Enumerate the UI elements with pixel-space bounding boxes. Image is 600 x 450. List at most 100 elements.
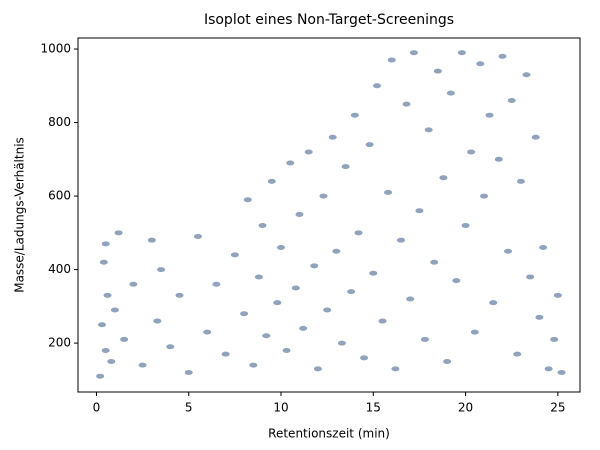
x-tick-label: 10 — [273, 401, 288, 415]
data-point — [378, 318, 387, 324]
data-point — [424, 127, 433, 133]
data-point — [291, 285, 300, 291]
x-tick-label: 25 — [550, 401, 565, 415]
data-point — [430, 259, 439, 265]
data-point — [304, 149, 313, 155]
data-point — [347, 289, 356, 295]
data-point — [101, 347, 110, 353]
data-point — [138, 362, 147, 368]
data-point — [273, 300, 282, 306]
data-point — [480, 193, 489, 199]
data-point — [230, 252, 239, 258]
data-point — [310, 263, 319, 269]
data-point — [365, 142, 374, 148]
data-point — [295, 211, 304, 217]
data-point — [557, 370, 566, 376]
chart-title: Isoplot eines Non-Target-Screenings — [204, 12, 454, 28]
data-point — [203, 329, 212, 335]
data-point — [516, 178, 525, 184]
data-point — [406, 296, 415, 302]
y-axis-label: Masse/Ladungs-Verhältnis — [13, 137, 27, 293]
y-tick-label: 200 — [48, 336, 71, 350]
data-point — [446, 90, 455, 96]
data-point — [96, 373, 105, 379]
data-point — [531, 134, 540, 140]
data-point — [107, 358, 116, 364]
data-point — [372, 83, 381, 89]
data-point — [243, 197, 252, 203]
data-point — [120, 336, 129, 342]
data-point — [221, 351, 230, 357]
data-point — [402, 101, 411, 107]
data-point — [420, 336, 429, 342]
data-point — [147, 237, 156, 243]
data-point — [485, 112, 494, 118]
data-point — [439, 175, 448, 181]
data-point — [415, 208, 424, 214]
data-point — [103, 292, 112, 298]
plot-area — [96, 50, 566, 379]
data-point — [114, 230, 123, 236]
data-point — [513, 351, 522, 357]
data-point — [193, 234, 202, 240]
x-tick-label: 5 — [185, 401, 193, 415]
data-point — [489, 300, 498, 306]
data-point — [341, 164, 350, 170]
data-point — [175, 292, 184, 298]
data-point — [313, 366, 322, 372]
data-point — [550, 336, 559, 342]
axes-frame — [77, 37, 581, 393]
x-tick-label: 20 — [458, 401, 473, 415]
data-point — [212, 281, 221, 287]
data-point — [101, 241, 110, 247]
data-point — [97, 322, 106, 328]
data-point — [443, 358, 452, 364]
data-point — [387, 57, 396, 63]
data-point — [461, 222, 470, 228]
data-point — [476, 61, 485, 67]
data-point — [522, 72, 531, 78]
data-point — [391, 366, 400, 372]
data-point — [354, 230, 363, 236]
data-point — [470, 329, 479, 335]
data-point — [396, 237, 405, 243]
data-point — [350, 112, 359, 118]
data-point — [328, 134, 337, 140]
data-point — [319, 193, 328, 199]
data-point — [539, 245, 548, 251]
data-point — [277, 245, 286, 251]
y-tick-label: 1000 — [40, 42, 71, 56]
data-point — [299, 325, 308, 331]
data-point — [467, 149, 476, 155]
data-point — [166, 344, 175, 350]
data-point — [323, 307, 332, 313]
data-point — [99, 259, 108, 265]
data-point — [526, 274, 535, 280]
data-point — [553, 292, 562, 298]
data-point — [544, 366, 553, 372]
data-point — [157, 267, 166, 273]
data-point — [504, 248, 513, 254]
data-point — [360, 355, 369, 361]
data-point — [258, 222, 267, 228]
data-point — [384, 189, 393, 195]
data-point — [494, 156, 503, 162]
y-tick-label: 600 — [48, 189, 71, 203]
x-tick-label: 15 — [366, 401, 381, 415]
data-point — [184, 370, 193, 376]
x-axis-label: Retentionszeit (min) — [268, 427, 390, 441]
y-tick-label: 400 — [48, 262, 71, 276]
data-point — [240, 311, 249, 317]
x-tick-label: 0 — [93, 401, 101, 415]
data-point — [254, 274, 263, 280]
data-point — [262, 333, 271, 339]
data-point — [409, 50, 418, 56]
data-point — [282, 347, 291, 353]
y-tick-label: 800 — [48, 115, 71, 129]
data-point — [452, 278, 461, 284]
data-point — [498, 53, 507, 59]
data-point — [267, 178, 276, 184]
data-point — [433, 68, 442, 74]
